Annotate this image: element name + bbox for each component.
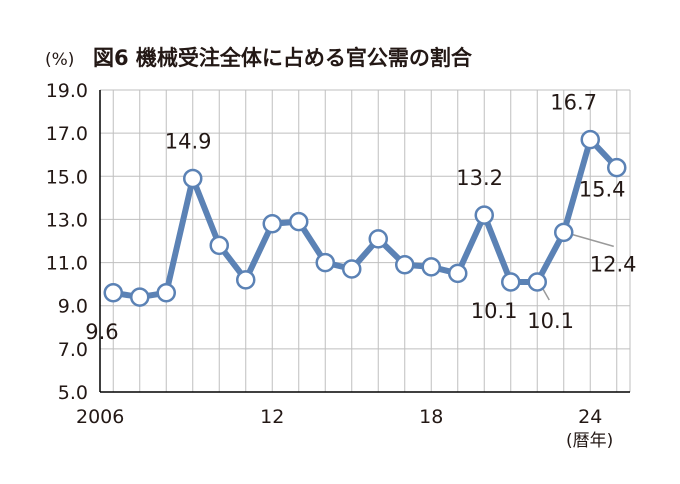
y-axis-unit: (%): [45, 50, 74, 70]
axes: [99, 90, 630, 393]
y-tick-label: 9.0: [58, 296, 88, 318]
data-point: [289, 211, 309, 232]
x-axis-unit: (暦年): [566, 431, 613, 451]
data-labels: 9.6 14.9 13.2 10.1 10.1 12.4 16.7 15.4: [85, 91, 636, 344]
data-label: 12.4: [590, 252, 637, 276]
data-label: 16.7: [550, 91, 597, 115]
data-label: 10.1: [527, 309, 574, 333]
data-point: [474, 205, 494, 225]
data-point: [342, 259, 362, 279]
data-point: [368, 229, 388, 249]
data-label: 10.1: [471, 299, 518, 323]
data-point: [183, 168, 203, 189]
x-tick-label: 2006: [76, 406, 124, 428]
y-tick-label: 17.0: [46, 123, 88, 145]
x-tick-label: 24: [578, 406, 602, 428]
x-axis-tick-labels: 2006 12 18 24: [76, 406, 602, 428]
data-point: [209, 235, 229, 256]
data-point: [315, 252, 335, 273]
data-label: 9.6: [85, 320, 118, 344]
y-tick-label: 11.0: [46, 253, 88, 275]
x-tick-label: 12: [260, 406, 284, 428]
data-point: [448, 263, 468, 284]
data-label: 14.9: [165, 129, 212, 153]
data-point: [580, 129, 600, 150]
data-point: [395, 254, 415, 275]
data-point: [103, 283, 123, 303]
data-point: [236, 270, 256, 290]
y-axis-tick-labels: 19.0 17.0 15.0 13.0 11.0 9.0 7.0 5.0: [46, 80, 88, 404]
data-point: [421, 257, 441, 277]
data-point: [156, 283, 176, 303]
y-tick-label: 19.0: [46, 80, 88, 102]
y-tick-label: 13.0: [46, 209, 88, 231]
x-tick-label: 18: [419, 406, 443, 428]
data-point: [501, 272, 521, 292]
y-tick-label: 5.0: [58, 382, 88, 404]
y-tick-label: 7.0: [58, 339, 88, 361]
data-point: [554, 222, 574, 243]
data-point: [607, 157, 627, 178]
chart-title: 図6 機械受注全体に占める官公需の割合: [93, 46, 473, 70]
y-tick-label: 15.0: [46, 166, 88, 188]
data-label: 15.4: [579, 178, 626, 202]
data-point: [130, 287, 150, 307]
data-points: [103, 129, 627, 307]
data-label: 13.2: [456, 166, 503, 190]
label-leader-line: [571, 233, 614, 248]
data-point: [262, 213, 282, 234]
data-point: [527, 272, 547, 292]
